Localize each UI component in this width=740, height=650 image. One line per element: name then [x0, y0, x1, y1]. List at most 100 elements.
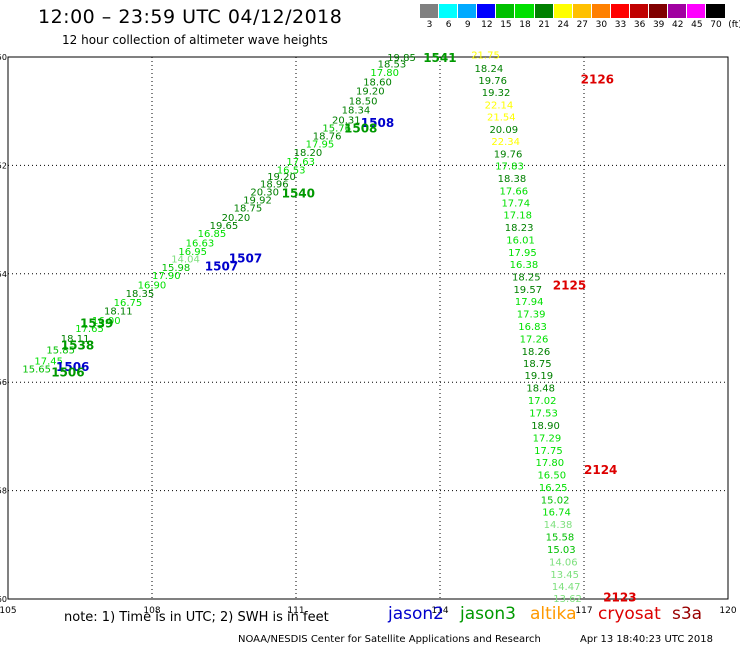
x-tick-label: 114 [431, 606, 448, 616]
color-scale [420, 4, 726, 18]
color-scale-swatch [687, 4, 707, 18]
color-scale-label: 9 [464, 20, 471, 30]
x-tick-label: 108 [143, 606, 160, 616]
chart-subtitle: 12 hour collection of altimeter wave hei… [62, 33, 328, 47]
pass-number-label: 1506 [56, 360, 89, 374]
wave-height-value: 19.85 [387, 53, 416, 64]
chart-title: 12:00 – 23:59 UTC 04/12/2018 [38, 6, 343, 28]
wave-height-value: 17.53 [529, 409, 558, 420]
plot-frame [7, 56, 729, 600]
wave-height-value: 18.25 [512, 273, 541, 284]
note-text: note: 1) Time is in UTC; 2) SWH is in fe… [64, 610, 329, 625]
color-scale-swatch [591, 4, 611, 18]
wave-height-value: 19.20 [267, 172, 296, 183]
wave-height-value: 18.11 [61, 334, 90, 345]
wave-height-value: 18.96 [260, 179, 289, 190]
wave-height-value: 15.85 [46, 346, 75, 357]
wave-height-value: 16.83 [518, 322, 547, 333]
color-scale-label: 39 [652, 20, 665, 30]
wave-height-value: 18.53 [378, 60, 407, 71]
wave-height-value: 17.75 [534, 446, 563, 457]
wave-height-value: 18.34 [342, 106, 371, 117]
wave-height-value: 17.18 [503, 211, 532, 222]
color-scale-label: 27 [576, 20, 589, 30]
wave-height-value: 16.90 [138, 281, 167, 292]
footer-source: NOAA/NESDIS Center for Satellite Applica… [238, 634, 541, 645]
pass-number-label: 2124 [584, 463, 617, 477]
legend-jason2: jason2 [388, 604, 444, 624]
color-scale-label: 21 [538, 20, 550, 30]
wave-height-value: 18.75 [523, 359, 552, 370]
pass-number-label: 1506 [51, 365, 84, 379]
wave-height-value: 17.29 [533, 433, 562, 444]
wave-height-value: 19.32 [482, 88, 511, 99]
wave-height-value: 17.45 [34, 357, 63, 368]
wave-height-value: 17.94 [515, 297, 544, 308]
wave-height-value: 16.38 [510, 260, 539, 271]
wave-height-value: 14.04 [171, 255, 200, 266]
wave-height-value: 17.90 [152, 271, 181, 282]
wave-height-value: 17.63 [286, 157, 315, 168]
wave-height-value: 15.98 [162, 263, 191, 274]
y-tick-label: -52 [0, 161, 7, 170]
wave-height-value: 15.65 [22, 365, 51, 376]
wave-height-value: 19.57 [513, 285, 542, 296]
wave-height-value: 20.20 [222, 213, 251, 224]
legend-cryosat: cryosat [598, 604, 661, 624]
pass-number-label: 1508 [344, 121, 377, 135]
wave-height-value: 17.02 [528, 396, 557, 407]
axis-ticks: 105 108 111 114 117 120 -50 -52 -54 -56 -58 -60 [0, 53, 737, 616]
color-scale-label: 36 [633, 20, 646, 30]
wave-height-value: 22.14 [485, 101, 514, 112]
wave-height-value: 17.80 [370, 68, 399, 79]
color-scale-label: 6 [445, 20, 452, 30]
color-scale-label: 70 [710, 20, 722, 30]
wave-height-value: 15.02 [541, 495, 570, 506]
wave-height-value: 17.95 [306, 140, 335, 151]
wave-height-value: 17.66 [500, 186, 529, 197]
pass-number-label: 1541 [423, 51, 456, 65]
wave-height-value: 16.50 [537, 470, 566, 481]
color-scale-swatch [630, 4, 650, 18]
color-scale-label: 30 [595, 20, 608, 30]
wave-height-value: 18.76 [313, 132, 342, 143]
color-scale-label: 12 [481, 20, 493, 30]
data-points: 21.7518.2419.7619.3222.1421.5420.0922.34… [22, 50, 582, 605]
pass-number-label: 1507 [229, 252, 262, 266]
color-scale-label: 33 [614, 20, 627, 30]
wave-height-value: 16.63 [186, 238, 215, 249]
wave-height-value: 22.34 [491, 137, 520, 148]
footer-timestamp: Apr 13 18:40:23 UTC 2018 [580, 634, 713, 645]
wave-height-value: 18.24 [475, 64, 504, 75]
pass-number-label: 1539 [80, 317, 113, 331]
color-scale-label: 42 [672, 20, 684, 30]
color-scale-label: 3 [426, 20, 433, 30]
wave-height-value: 18.35 [126, 289, 155, 300]
wave-height-value: 17.26 [520, 334, 549, 345]
color-scale-swatch [458, 4, 478, 18]
color-scale-label: (ft) [728, 20, 740, 30]
color-scale-swatch [706, 4, 726, 18]
wave-height-value: 18.26 [522, 347, 551, 358]
color-scale-swatch [610, 4, 631, 18]
wave-height-value: 16.01 [506, 236, 535, 247]
pass-number-label: 1540 [282, 187, 315, 201]
wave-height-value: 13.62 [553, 594, 582, 605]
pass-number-label: 1507 [205, 260, 238, 274]
wave-height-value: 17.95 [508, 248, 537, 259]
wave-height-value: 20.30 [250, 187, 279, 198]
wave-height-value: 16.00 [92, 316, 121, 327]
color-scale-swatch [439, 4, 459, 18]
pass-number-label: 1508 [361, 116, 394, 130]
wave-height-value: 16.85 [198, 229, 227, 240]
legend-s3a: s3a [672, 604, 703, 624]
wave-height-value: 18.50 [349, 96, 378, 107]
y-tick-label: -50 [0, 53, 7, 62]
color-scale-swatch [649, 4, 669, 18]
wave-height-value: 17.80 [536, 458, 565, 469]
wave-height-value: 20.09 [489, 125, 518, 136]
grid-lines [8, 57, 728, 599]
color-scale-label: 18 [519, 20, 531, 30]
color-scale-swatch [420, 4, 440, 18]
wave-height-value: 19.76 [494, 149, 523, 160]
